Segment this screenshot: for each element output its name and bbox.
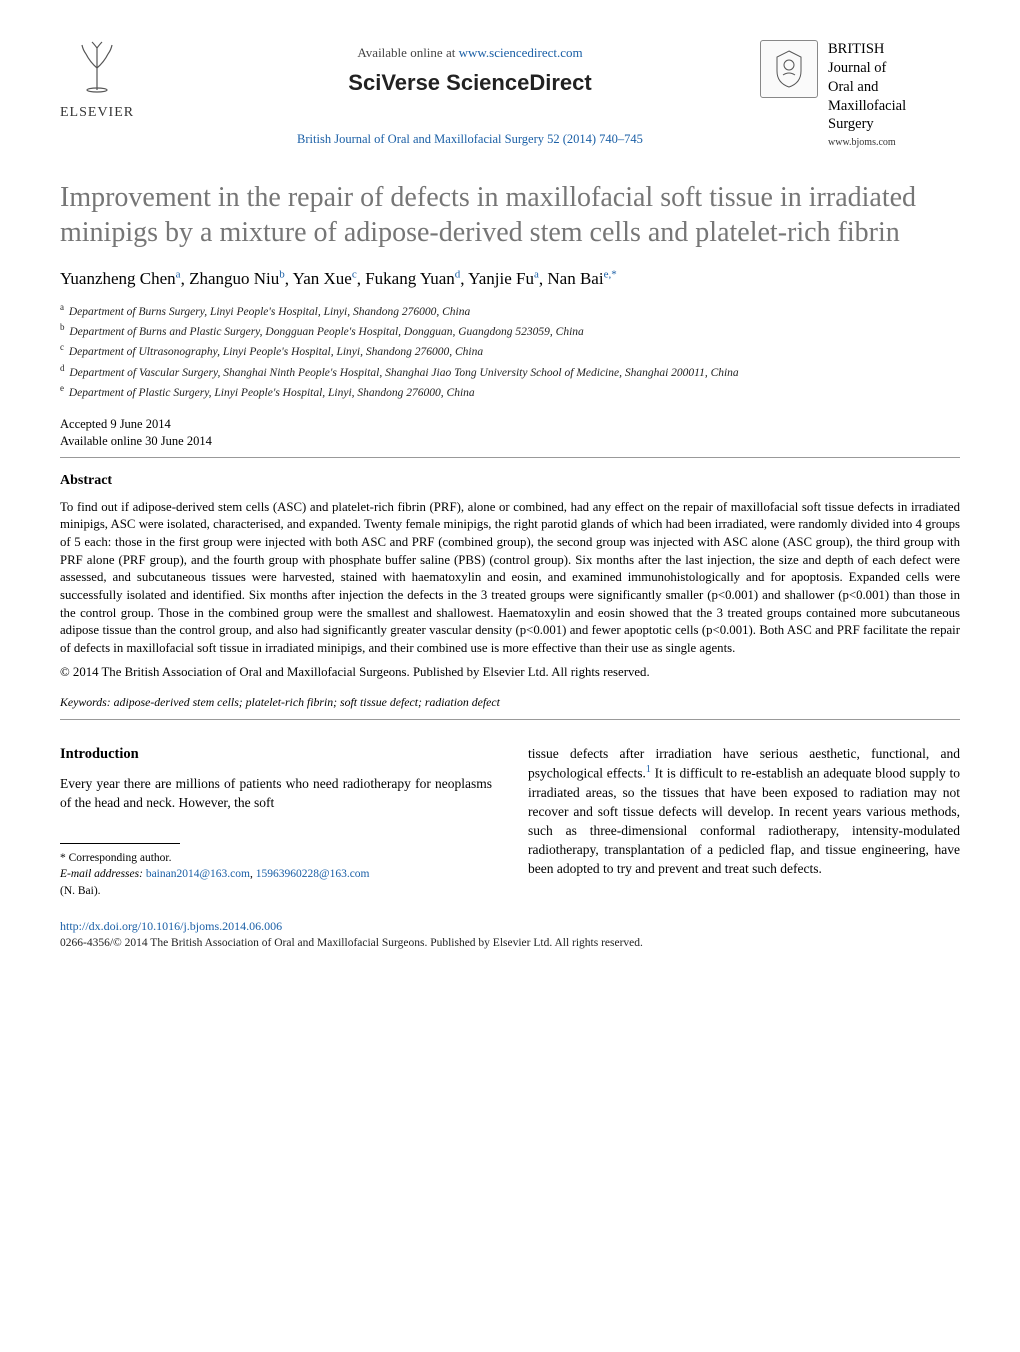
author: Yuanzheng Chena [60, 269, 181, 288]
rule [60, 719, 960, 720]
journal-name-l2: Journal of [828, 60, 886, 76]
affiliation: c Department of Ultrasonography, Linyi P… [60, 341, 960, 361]
authors-line: Yuanzheng Chena, Zhanguo Niub, Yan Xuec,… [60, 268, 960, 292]
sciencedirect-link[interactable]: www.sciencedirect.com [459, 45, 583, 60]
author: Yanjie Fua [468, 269, 539, 288]
abstract-heading: Abstract [60, 472, 960, 491]
email-link-2[interactable]: 15963960228@163.com [256, 868, 370, 880]
keywords-label: Keywords: [60, 695, 111, 709]
header-center: Available online at www.sciencedirect.co… [180, 40, 760, 148]
article-dates: Accepted 9 June 2014 Available online 30… [60, 416, 960, 451]
email-owner: (N. Bai). [60, 883, 492, 900]
elsevier-tree-icon [70, 40, 124, 102]
article-title: Improvement in the repair of defects in … [60, 180, 960, 250]
right-column: tissue defects after irradiation have se… [528, 744, 960, 900]
corresponding-author-note: * Corresponding author. [60, 850, 492, 867]
journal-name-l5: Surgery [828, 116, 874, 132]
journal-name-l1: BRITISH [828, 41, 884, 57]
body-columns: Introduction Every year there are millio… [60, 744, 960, 900]
available-online-prefix: Available online at [357, 45, 458, 60]
left-column: Introduction Every year there are millio… [60, 744, 492, 900]
affiliation: b Department of Burns and Plastic Surger… [60, 321, 960, 341]
intro-paragraph-1: Every year there are millions of patient… [60, 774, 492, 812]
journal-name-l3: Oral and [828, 79, 878, 95]
journal-crest-icon [760, 40, 818, 98]
journal-header: ELSEVIER Available online at www.science… [60, 40, 960, 156]
available-online-line: Available online at www.sciencedirect.co… [357, 44, 582, 62]
footnote-separator [60, 843, 180, 844]
issn-copyright-line: 0266-4356/© 2014 The British Association… [60, 936, 960, 952]
email-label: E-mail addresses: [60, 868, 143, 880]
elsevier-wordmark: ELSEVIER [60, 104, 134, 123]
intro-paragraph-2: tissue defects after irradiation have se… [528, 744, 960, 879]
keywords-line: Keywords: adipose-derived stem cells; pl… [60, 695, 960, 711]
journal-website: www.bjoms.com [828, 136, 896, 150]
affiliation: d Department of Vascular Surgery, Shangh… [60, 362, 960, 382]
rule [60, 457, 960, 458]
footnotes: * Corresponding author. E-mail addresses… [60, 850, 492, 900]
journal-name-l4: Maxillofacial [828, 98, 906, 114]
keywords-text: adipose-derived stem cells; platelet-ric… [114, 695, 500, 709]
sciverse-wordmark: SciVerse ScienceDirect [348, 68, 591, 98]
publisher-logo-block: ELSEVIER [60, 40, 180, 123]
introduction-heading: Introduction [60, 744, 492, 765]
author: Fukang Yuand [365, 269, 460, 288]
email-link-1[interactable]: bainan2014@163.com [146, 868, 250, 880]
author: Yan Xuec [293, 269, 357, 288]
journal-citation-link[interactable]: British Journal of Oral and Maxillofacia… [297, 131, 643, 148]
journal-brand-block: BRITISH Journal of Oral and Maxillofacia… [760, 40, 960, 150]
affiliation: e Department of Plastic Surgery, Linyi P… [60, 382, 960, 402]
accepted-date: Accepted 9 June 2014 [60, 416, 960, 434]
abstract-copyright: © 2014 The British Association of Oral a… [60, 664, 960, 681]
affiliation: a Department of Burns Surgery, Linyi Peo… [60, 301, 960, 321]
author: Zhanguo Niub [189, 269, 285, 288]
online-date: Available online 30 June 2014 [60, 433, 960, 451]
journal-name: BRITISH Journal of Oral and Maxillofacia… [828, 40, 906, 134]
affiliations: a Department of Burns Surgery, Linyi Peo… [60, 301, 960, 401]
author: Nan Baie,* [547, 269, 616, 288]
elsevier-logo: ELSEVIER [60, 40, 134, 123]
abstract-text: To find out if adipose-derived stem cell… [60, 499, 960, 658]
doi-line: http://dx.doi.org/10.1016/j.bjoms.2014.0… [60, 918, 960, 934]
email-line: E-mail addresses: bainan2014@163.com, 15… [72, 866, 492, 883]
doi-link[interactable]: http://dx.doi.org/10.1016/j.bjoms.2014.0… [60, 919, 282, 933]
